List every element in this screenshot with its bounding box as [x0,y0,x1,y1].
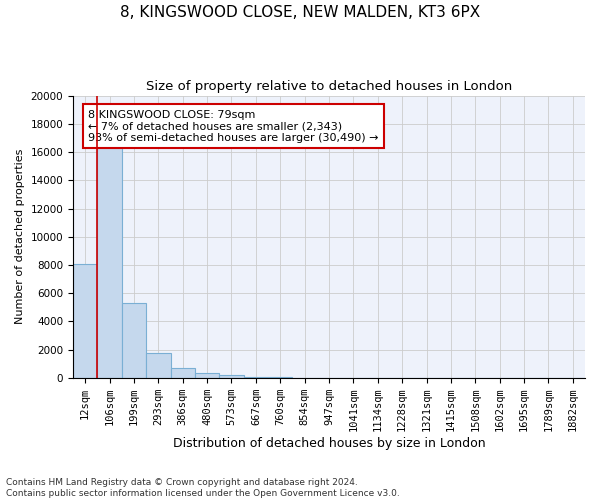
Bar [268,377,292,378]
Bar [244,376,268,378]
Bar [122,303,146,378]
X-axis label: Distribution of detached houses by size in London: Distribution of detached houses by size … [173,437,485,450]
Bar [146,352,170,378]
Bar [73,264,97,378]
Bar [220,375,244,378]
Title: Size of property relative to detached houses in London: Size of property relative to detached ho… [146,80,512,93]
Bar [97,145,122,378]
Bar [195,374,220,378]
Text: 8 KINGSWOOD CLOSE: 79sqm
← 7% of detached houses are smaller (2,343)
93% of semi: 8 KINGSWOOD CLOSE: 79sqm ← 7% of detache… [88,110,379,143]
Y-axis label: Number of detached properties: Number of detached properties [15,149,25,324]
Text: Contains HM Land Registry data © Crown copyright and database right 2024.
Contai: Contains HM Land Registry data © Crown c… [6,478,400,498]
Bar [170,368,195,378]
Text: 8, KINGSWOOD CLOSE, NEW MALDEN, KT3 6PX: 8, KINGSWOOD CLOSE, NEW MALDEN, KT3 6PX [120,5,480,20]
